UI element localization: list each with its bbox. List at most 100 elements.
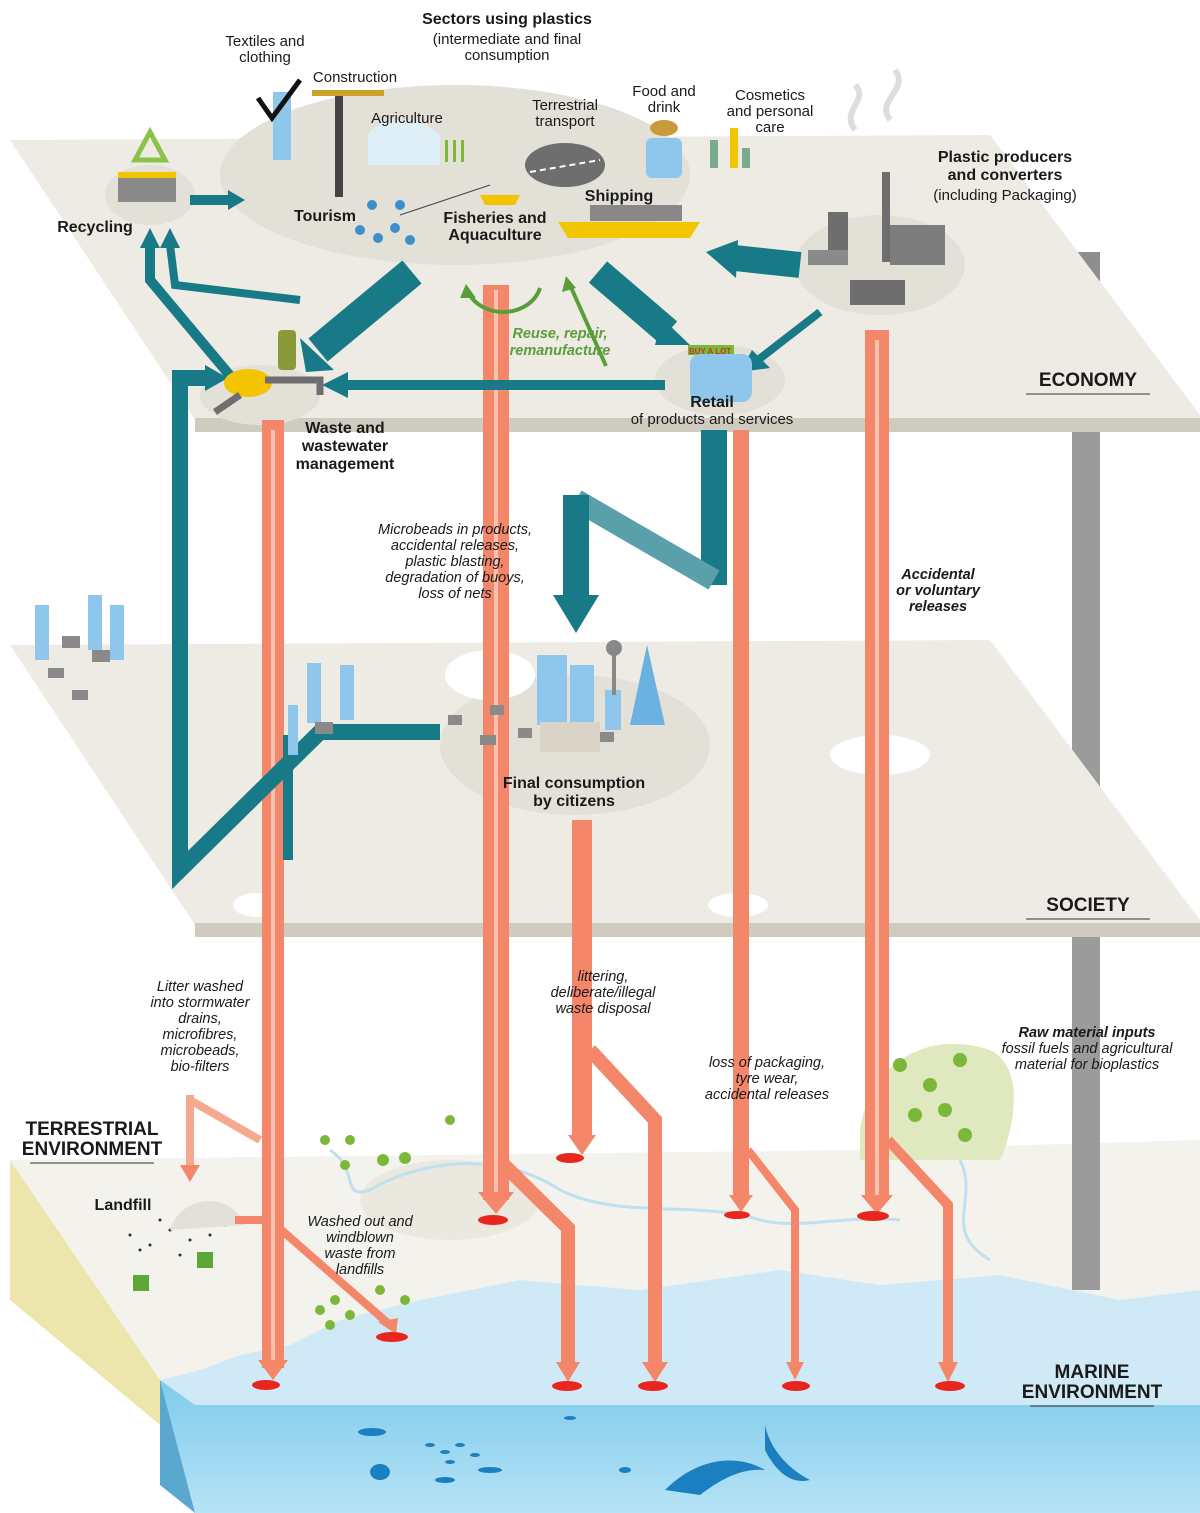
waste-label-line: Waste and (305, 420, 384, 437)
release-points-part (552, 1381, 582, 1391)
raw-note-label: fossil fuels and agriculturalmaterial fo… (1002, 1041, 1174, 1073)
accidental-label-line: Accidental (900, 567, 975, 583)
stormwater-label: Litter washedinto stormwaterdrains, micro… (150, 979, 250, 1075)
fisheries-label-line: Fisheries and (443, 210, 546, 227)
tourism-label-line: Tourism (294, 208, 356, 225)
subtitle-label-line: consumption (464, 47, 549, 64)
sector-icons-part-part (445, 140, 448, 162)
sea-life-part (435, 1477, 455, 1483)
economy-label: ECONOMY (1039, 370, 1138, 391)
construction-label: Construction (313, 69, 397, 86)
terrestrial-label: TERRESTRIALENVIRONMENT (22, 1119, 163, 1160)
cosmetics-label-line: and personal (727, 103, 814, 120)
release-points-part (252, 1380, 280, 1390)
environment-block-part-part (958, 1128, 972, 1142)
producers-note-label: (including Packaging) (933, 187, 1076, 204)
society-plane-part (195, 923, 1200, 937)
reuse-label-line: Reuse, repair, (512, 326, 607, 342)
accidental-label-line: releases (909, 599, 967, 615)
environment-block-part-part (923, 1078, 937, 1092)
packaging-label-line: tyre wear, (736, 1071, 799, 1087)
sector-icons-part-part (373, 233, 383, 243)
packaging-label-line: accidental releases (705, 1087, 829, 1103)
recycling-label-line: Recycling (57, 219, 133, 236)
sector-icons-part (312, 90, 384, 96)
waste-label-line: wastewater (301, 438, 388, 455)
microbeads-label-line: accidental releases, (391, 538, 519, 554)
sector-icons-part (730, 128, 738, 168)
environment-block-part-part (377, 1154, 389, 1166)
sector-icons-part (646, 138, 682, 178)
release-points-part (478, 1215, 508, 1225)
sector-icons-part (851, 70, 899, 130)
food-label-line: drink (648, 99, 681, 116)
raw-note-label-line: fossil fuels and agricultural (1002, 1041, 1174, 1057)
raw-note-label-line: material for bioplastics (1015, 1057, 1159, 1073)
environment-block-part-part (149, 1244, 152, 1247)
release-points-part (724, 1211, 750, 1219)
city-icons-part-part (600, 732, 614, 742)
consumption-label-line: Final consumption (503, 775, 645, 792)
environment-block-part-part (953, 1053, 967, 1067)
sector-icons-part (850, 280, 905, 305)
landfill-label-line: Landfill (95, 1197, 152, 1214)
retail-note-label: of products and services (631, 411, 794, 428)
landfill-waste-label-line: windblown (326, 1230, 394, 1246)
retail-label: Retail (690, 394, 734, 411)
retail-note-label-line: of products and services (631, 411, 794, 428)
sea-life-part (564, 1416, 576, 1420)
city-icons-part (612, 655, 616, 695)
city-icons-part (540, 722, 600, 752)
city-icons-part-part (518, 728, 532, 738)
packaging-label: loss of packaging,tyre wear,accidental r… (705, 1055, 829, 1103)
city-icons-part-part (48, 668, 64, 678)
environment-block-part-part (179, 1254, 182, 1257)
sector-icons-part-part (453, 140, 456, 162)
stormwater-label-line: microbeads, (161, 1043, 240, 1059)
city-icons-part-part (88, 595, 102, 650)
environment-block-part-part (938, 1103, 952, 1117)
product-flows-part (576, 500, 714, 580)
sector-icons-part (808, 250, 848, 265)
stormwater-label-line: drains, (178, 1011, 222, 1027)
microbeads-label-line: plastic blasting, (404, 554, 504, 570)
sea-life-part (425, 1443, 435, 1447)
title-label-line: Sectors using plastics (422, 11, 592, 28)
terrestrial-label-line: ENVIRONMENT (22, 1139, 163, 1160)
terrestrial-label-line: TERRESTRIAL (26, 1119, 159, 1140)
city-icons-part-part (340, 665, 354, 720)
city-icons-part-part (570, 665, 594, 725)
sector-icons-part (882, 172, 890, 262)
city-icons-part-part (315, 722, 333, 734)
environment-block-part-part (340, 1160, 350, 1170)
sector-icons-part (590, 205, 682, 221)
product-flow-heads-part (553, 595, 599, 633)
city-icons-part-part (605, 690, 621, 730)
subtitle-label-line: (intermediate and final (433, 31, 581, 48)
environment-block-part-part (129, 1234, 132, 1237)
reuse-label: Reuse, repair,remanufacture (510, 326, 611, 359)
retail-sign-label-line: BUY A LOT (689, 347, 731, 356)
sector-icons-part (480, 195, 520, 205)
raw-title-label: Raw material inputs (1019, 1025, 1156, 1041)
littering-label-line: deliberate/illegal (551, 985, 657, 1001)
release-points-part (857, 1211, 889, 1221)
landfill-waste-label-line: landfills (336, 1262, 384, 1278)
agriculture-label-line: Agriculture (371, 110, 443, 127)
microbeads-label-line: loss of nets (418, 586, 491, 602)
sector-icons-part (558, 222, 700, 238)
city-icons-part-part (110, 605, 124, 660)
environment-block-part-part (399, 1152, 411, 1164)
sector-icons-part (742, 148, 750, 168)
stormwater-label-line: into stormwater (150, 995, 250, 1011)
sea-life-part (358, 1428, 386, 1436)
environment-block-part-part (345, 1310, 355, 1320)
recycling-label: Recycling (57, 219, 133, 236)
stormwater-label-line: Litter washed (157, 979, 244, 995)
retail-label-line: Retail (690, 394, 734, 411)
littering-label-line: littering, (578, 969, 629, 985)
transport-label-line: transport (535, 113, 595, 130)
producers-label-line: Plastic producers (938, 149, 1072, 166)
city-icons-part-part (62, 636, 80, 648)
